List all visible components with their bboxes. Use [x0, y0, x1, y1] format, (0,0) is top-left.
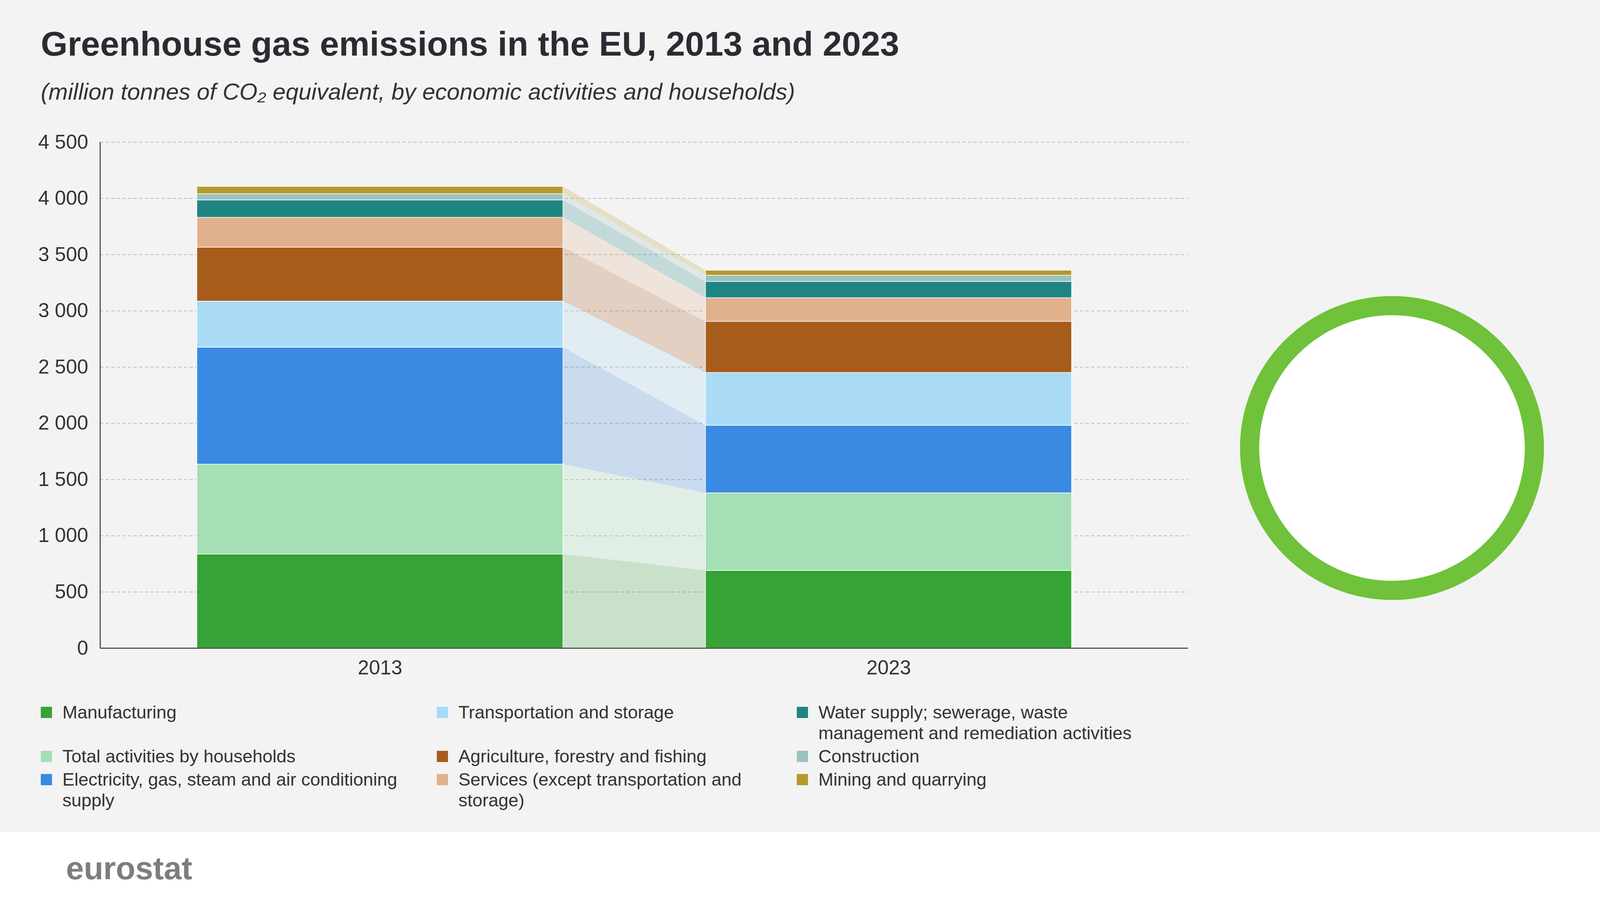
svg-text:2023: 2023 [866, 656, 911, 679]
svg-text:4 000: 4 000 [38, 186, 88, 210]
svg-text:1 500: 1 500 [38, 468, 88, 491]
html-text:Total activities by households: Total activities by households [62, 746, 296, 767]
html-text:eurostat: eurostat [66, 850, 193, 886]
svg-text:2 000: 2 000 [38, 411, 88, 434]
html-text:Services (except transportatio: Services (except transportation and stor… [458, 769, 742, 811]
html-text:Water supply; sewerage, waste: Water supply; sewerage, waste management… [818, 702, 1132, 744]
html-text:Manufacturing: Manufacturing [62, 702, 177, 723]
svg-text:500: 500 [54, 580, 88, 603]
html-text:Transportation and storage: Transportation and storage [458, 702, 674, 723]
svg-text:3 500: 3 500 [38, 243, 88, 266]
svg-text:1 000: 1 000 [38, 524, 88, 547]
svg-text:2013: 2013 [358, 656, 403, 679]
html-text:(million tonnes of CO₂ equival: (million tonnes of CO₂ equivalent, by ec… [40, 78, 795, 105]
html-text:Electricity, gas, steam and ai: Electricity, gas, steam and air conditio… [62, 769, 398, 811]
svg-text:4 500: 4 500 [38, 130, 88, 154]
html-text:Mining and quarrying: Mining and quarrying [818, 769, 987, 790]
svg-text:3 000: 3 000 [38, 299, 88, 322]
html-text:Greenhouse gas emissions in th: Greenhouse gas emissions in the EU, 2013… [40, 24, 900, 63]
svg-text:0: 0 [77, 636, 89, 660]
html-text:Agriculture, forestry and fish: Agriculture, forestry and fishing [458, 746, 707, 767]
svg-text:2 500: 2 500 [38, 355, 88, 378]
html-text:Construction: Construction [818, 746, 920, 767]
